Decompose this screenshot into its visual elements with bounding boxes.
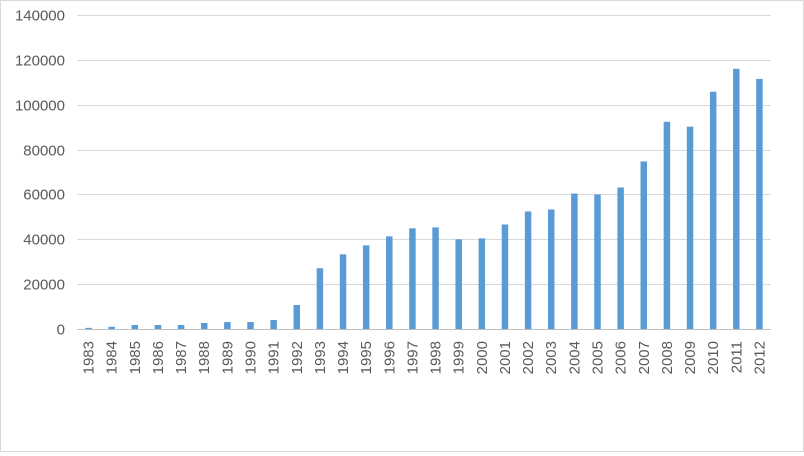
bar-2005 [594, 194, 601, 329]
y-tick-label: 140000 [15, 8, 65, 25]
bar-1995 [362, 245, 370, 329]
x-tick-label: 2012 [751, 341, 768, 374]
x-tick-label: 2010 [705, 341, 722, 374]
y-tick-label: 100000 [15, 98, 65, 115]
bar-1992 [293, 305, 301, 329]
y-tick-label: 40000 [23, 232, 65, 249]
x-tick-label: 2000 [474, 341, 491, 374]
y-tick-labels: 0 20000 40000 60000 80000 100000 120000 140000 [15, 8, 65, 339]
x-tick-label: 1995 [358, 341, 375, 374]
x-tick-label: 1994 [335, 341, 352, 374]
bar-1985 [131, 324, 139, 329]
gridlines [77, 15, 771, 285]
x-tick-label: 1997 [404, 341, 421, 374]
bar-2011 [733, 68, 740, 329]
x-tick-label: 2006 [613, 341, 630, 374]
x-tick-label: 2011 [728, 341, 745, 373]
bar-1996 [386, 236, 393, 329]
bars [85, 68, 763, 330]
x-tick-label: 1993 [312, 341, 329, 374]
y-tick-label: 0 [57, 322, 65, 339]
x-tick-label: 1998 [428, 341, 445, 374]
bar-2010 [709, 91, 717, 330]
x-tick-labels: 1983 1984 1985 1986 1987 1988 1989 1990 1991 1992… [81, 341, 769, 374]
x-tick-label: 1989 [219, 341, 236, 374]
bar-1984 [108, 326, 115, 329]
bar-1990 [247, 322, 254, 329]
y-tick-label: 20000 [23, 277, 65, 294]
bar-1983 [85, 327, 92, 329]
bar-2004 [571, 193, 578, 329]
y-tick-label: 80000 [23, 143, 65, 160]
x-tick-label: 1990 [243, 341, 260, 374]
bar-2006 [617, 187, 624, 329]
bar-1989 [224, 322, 231, 329]
bar-2008 [663, 121, 671, 329]
y-tick-label: 120000 [15, 53, 65, 70]
bar-2002 [524, 211, 532, 329]
x-tick-label: 1999 [451, 341, 468, 374]
bar-1986 [154, 324, 162, 329]
bar-1987 [177, 324, 185, 329]
bar-1994 [339, 254, 347, 329]
bar-1997 [409, 228, 416, 329]
bar-1993 [316, 268, 324, 329]
bar-2000 [478, 238, 486, 329]
x-tick-label: 2005 [590, 341, 607, 374]
x-tick-label: 1985 [127, 341, 144, 374]
bar-1991 [270, 320, 277, 329]
x-tick-label: 1988 [196, 341, 213, 374]
y-tick-label: 60000 [23, 187, 65, 204]
x-tick-label: 1986 [150, 341, 167, 374]
bar-1999 [455, 239, 462, 329]
x-tick-label: 1983 [81, 341, 98, 374]
x-tick-label: 1987 [173, 341, 190, 374]
x-tick-label: 2004 [566, 341, 583, 374]
x-tick-label: 1996 [381, 341, 398, 374]
bar-2012 [756, 78, 763, 329]
x-tick-label: 2001 [497, 341, 514, 374]
x-tick-label: 2007 [636, 341, 653, 374]
x-tick-label: 2002 [520, 341, 537, 374]
x-tick-label: 1984 [104, 341, 121, 374]
x-tick-label: 2008 [659, 341, 676, 374]
x-tick-label: 1992 [289, 341, 306, 374]
bar-2001 [501, 224, 509, 329]
x-tick-label: 2009 [682, 341, 699, 374]
bar-2007 [640, 161, 648, 329]
bar-2009 [686, 126, 694, 329]
x-tick-label: 1991 [266, 341, 283, 374]
bar-1998 [432, 227, 439, 329]
bar-2003 [547, 209, 555, 329]
bar-1988 [200, 322, 208, 329]
x-tick-label: 2003 [543, 341, 560, 374]
